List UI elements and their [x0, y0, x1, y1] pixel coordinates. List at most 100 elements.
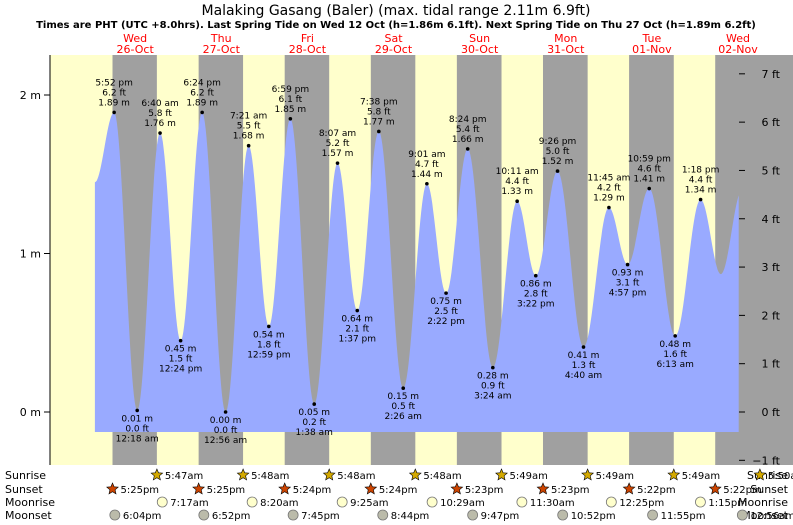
extremum-time: 9:01 am [408, 150, 445, 160]
sunrise-event: 5:49am [667, 468, 720, 482]
high-tide-point [515, 199, 519, 203]
extremum-feet: 1.8 ft [257, 340, 281, 350]
low-tide-point [491, 365, 495, 370]
extremum-feet: 6.2 ft [102, 88, 126, 98]
sunset-time: 5:25pm [207, 485, 246, 496]
high-tide-point [288, 116, 293, 121]
low-tide-point [178, 338, 183, 343]
extremum-meters: 1.89 m [186, 98, 218, 108]
extremum-meters: 1.85 m [275, 105, 307, 115]
extremum-feet: 5.0 ft [546, 147, 570, 157]
extremum-feet: 2.5 ft [434, 307, 458, 317]
day-date: 02-Nov [718, 43, 758, 56]
chart-subtitle: Times are PHT (UTC +8.0hrs). Last Spring… [36, 20, 756, 31]
sunrise-row-label-left: Sunrise [5, 469, 46, 482]
moonset-time: 10:52pm [571, 511, 616, 522]
moonrise-event: 1:15pm [695, 496, 747, 509]
extremum-high: 1:18 pm4.4 ft1.34 m [682, 166, 719, 202]
moonset-time: 6:52pm [212, 511, 251, 522]
sunrise-event: 5:47am [150, 468, 203, 482]
sun-icon [236, 468, 250, 481]
moonrise-time: 10:29am [440, 498, 485, 509]
extremum-time: 4:40 am [565, 371, 602, 381]
moonrise-event: 9:25am [336, 496, 389, 509]
sunset-icon [278, 482, 292, 495]
moonset-time: 6:04pm [123, 511, 162, 522]
day-date: 29-Oct [375, 43, 413, 56]
extremum-time: 10:11 am [496, 167, 539, 177]
moonrise-time: 8:20am [260, 498, 298, 509]
tide-area [94, 112, 739, 433]
day-of-week: Wed [123, 32, 147, 45]
moonset-event: 6:52pm [198, 509, 251, 522]
moonset-row-label-right: Moonset [741, 509, 788, 522]
day-of-week: Sat [384, 32, 403, 45]
extremum-time: 2:26 am [385, 412, 422, 422]
extremum-feet: 1.6 ft [663, 350, 687, 360]
moon-icon [377, 509, 389, 521]
extremum-feet: 1.5 ft [169, 355, 193, 365]
extremum-feet: 4.7 ft [415, 160, 439, 170]
sunset-icon [364, 482, 378, 495]
moonrise-event: 10:29am [426, 496, 485, 509]
low-tide-point [673, 334, 677, 338]
sunset-time: 5:23pm [465, 485, 504, 496]
sunset-row-label-left: Sunset [5, 483, 43, 496]
moon-icon [336, 496, 348, 508]
high-tide-point [335, 161, 340, 165]
sunset-time: 5:22pm [637, 485, 676, 496]
extremum-time: 6:24 pm [183, 78, 221, 88]
sunrise-time: 5:49am [596, 471, 634, 482]
sunset-icon [622, 482, 636, 495]
day-of-week: Mon [554, 32, 577, 45]
extremum-time: 7:38 pm [360, 97, 398, 107]
extremum-feet: 5.8 ft [367, 107, 391, 117]
sunset-event: 5:25pm [192, 482, 246, 496]
high-tide-point [698, 197, 703, 202]
sunrise-event: 5:49am [581, 468, 634, 482]
extremum-high: 9:26 pm5.0 ft1.52 m [539, 137, 577, 173]
left-axis-tick-label: 1 m [20, 248, 41, 261]
moonset-time: 9:47pm [481, 511, 520, 522]
day-of-week: Fri [301, 32, 314, 45]
extremum-feet: 4.2 ft [597, 184, 621, 194]
sunrise-event: 5:50am [753, 468, 793, 482]
moonrise-time: 11:30am [530, 498, 575, 509]
right-axis-strip [739, 55, 793, 465]
extremum-meters: 0.15 m [387, 392, 419, 402]
sunrise-time: 5:48am [251, 471, 289, 482]
moon-icon [516, 496, 528, 508]
moon-icon [426, 496, 438, 508]
moon-icon [467, 509, 479, 521]
sunset-time: 5:23pm [551, 485, 590, 496]
moonrise-event: 7:17am [156, 496, 209, 509]
extremum-high: 6:40 am5.8 ft1.76 m [141, 99, 179, 135]
sunrise-time: 5:49am [510, 471, 548, 482]
extremum-meters: 0.54 m [253, 330, 285, 340]
extremum-time: 12:59 pm [247, 350, 290, 360]
moon-icon [246, 496, 258, 508]
extremum-meters: 0.45 m [165, 345, 197, 355]
moonset-time: 7:45pm [301, 511, 340, 522]
moonset-event: 11:55pm [647, 509, 706, 522]
day-headers: Wed26-OctThu27-OctFri28-OctSat29-OctSun3… [116, 32, 758, 56]
high-tide-point [377, 129, 381, 134]
extremum-time: 1:37 pm [338, 335, 376, 345]
sunset-icon [192, 482, 206, 495]
sun-icon [408, 468, 422, 481]
extremum-time: 3:24 am [474, 392, 511, 402]
tide-curve-layer [94, 112, 739, 433]
moonrise-event: 11:30am [516, 496, 575, 509]
extremum-time: 9:26 pm [539, 137, 577, 147]
moonrise-event: 8:20am [246, 496, 298, 509]
sunset-event: 5:24pm [278, 482, 331, 496]
moonrise-time: 1:15pm [708, 498, 747, 509]
right-axis-tick-label: 7 ft [762, 68, 781, 81]
moon-icon [736, 509, 748, 521]
